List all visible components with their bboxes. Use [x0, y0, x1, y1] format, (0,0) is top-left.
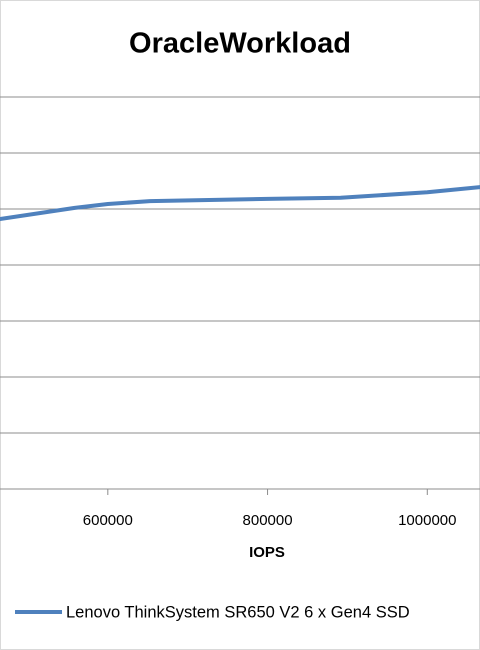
x-tick-label: 600000: [83, 512, 133, 529]
axes: 600000 800000 1000000: [0, 488, 480, 529]
plot-area: [0, 185, 480, 222]
x-tick-label: 1000000: [398, 512, 456, 529]
series-line: [0, 185, 480, 222]
legend-label: Lenovo ThinkSystem SR650 V2 6 x Gen4 SSD: [66, 603, 410, 621]
x-axis-title: IOPS: [249, 544, 285, 561]
chart-title: OracleWorkload: [129, 28, 351, 60]
legend: Lenovo ThinkSystem SR650 V2 6 x Gen4 SSD: [15, 603, 410, 621]
x-tick-label: 800000: [243, 512, 293, 529]
